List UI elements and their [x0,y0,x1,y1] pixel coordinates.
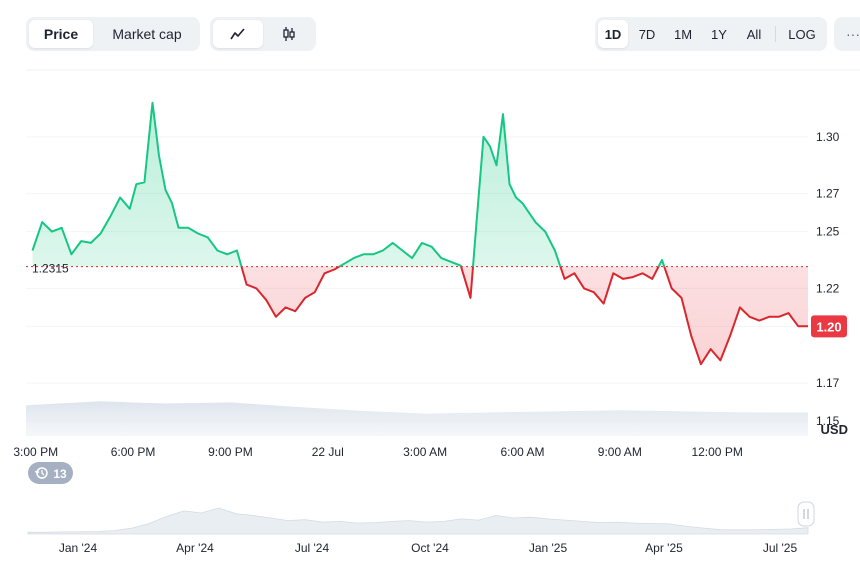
x-tick-label: 12:00 PM [691,445,742,459]
range-switcher: 1D 7D 1M 1Y All LOG [595,17,827,51]
price-line-down [240,266,808,366]
navigator-handle[interactable] [797,501,815,527]
comments-count: 13 [53,467,67,481]
range-7d[interactable]: 7D [638,26,656,42]
view-switcher: Price Market cap [26,17,200,51]
x-tick-label: 6:00 AM [500,445,544,459]
x-tick-label: 6:00 PM [111,445,156,459]
x-tick-label: 3:00 PM [13,445,58,459]
volume-area [26,401,808,436]
x-axis-labels: 3:00 PM 6:00 PM 9:00 PM 22 Jul 3:00 AM 6:00 A… [13,445,742,459]
y-tick-label: 1.25 [816,225,840,239]
price-area-above-reference [32,102,808,267]
more-options-icon: ··· [846,26,860,42]
reference-price-label: 1.2315 [32,262,69,276]
price-line-up [31,101,666,267]
y-tick-label: 1.17 [816,376,840,390]
navigator-date-label: Jul '25 [763,541,798,555]
navigator-date-label: Jul '24 [295,541,330,555]
range-navigator[interactable]: Jan '24 Apr '24 Jul '24 Oct '24 Jan '25 Apr '… [27,501,815,555]
candlestick-button[interactable] [266,20,312,48]
y-axis-labels: 1.30 1.27 1.25 1.22 1.20 1.17 1.15 [816,130,840,428]
navigator-date-label: Jan '24 [59,541,98,555]
price-area-below-reference [241,266,808,365]
navigator-date-label: Apr '24 [176,541,214,555]
chart-style-switcher [210,17,316,51]
y-tick-label: 1.22 [816,281,840,295]
comments-badge[interactable]: 13 [28,462,73,484]
navigator-date-label: Jan '25 [529,541,568,555]
line-chart-icon [230,28,245,40]
tab-price[interactable]: Price [29,20,93,48]
line-chart-button[interactable] [213,20,263,48]
more-options-button[interactable]: ··· [834,17,860,51]
range-1d[interactable]: 1D [598,20,628,48]
y-tick-label: 1.30 [816,130,840,144]
tab-market-cap[interactable]: Market cap [112,26,182,42]
current-price-label: 1.20 [816,319,841,334]
x-tick-label: 9:00 PM [208,445,253,459]
range-1y[interactable]: 1Y [711,26,727,42]
history-icon [34,467,48,479]
navigator-date-label: Apr '25 [645,541,683,555]
x-tick-label: 9:00 AM [598,445,642,459]
range-divider [775,26,776,42]
current-price-badge: 1.20 [811,315,847,338]
navigator-area [27,507,809,535]
range-all[interactable]: All [746,26,762,42]
x-tick-label: 3:00 AM [403,445,447,459]
log-scale-button[interactable]: LOG [788,26,816,42]
y-tick-label: 1.15 [816,414,840,428]
candlestick-icon [283,27,295,41]
range-1m[interactable]: 1M [673,26,693,42]
navigator-date-label: Oct '24 [411,541,449,555]
y-tick-label: 1.27 [816,187,840,201]
x-tick-label: 22 Jul [312,445,344,459]
y-unit-label: USD [821,422,848,437]
navigator-labels: Jan '24 Apr '24 Jul '24 Oct '24 Jan '25 Apr '… [59,541,798,555]
